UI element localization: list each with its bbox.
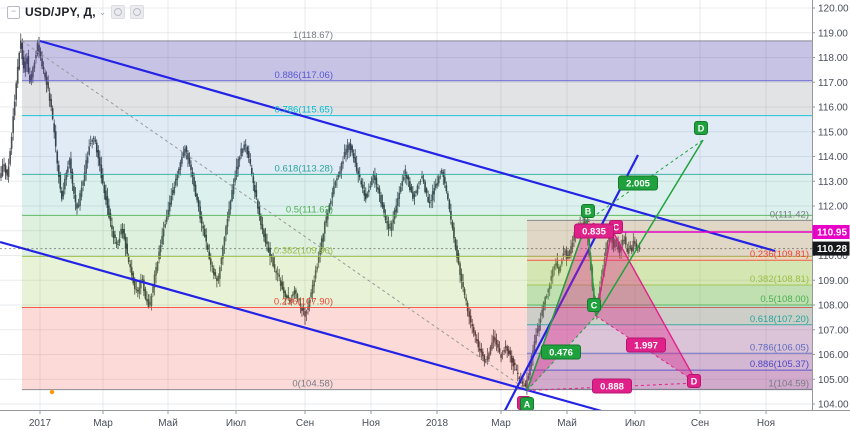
label: 0.886(117.06) bbox=[275, 70, 333, 81]
fib-level-lines-1[interactable] bbox=[22, 40, 812, 391]
pattern-label-box[interactable] bbox=[574, 223, 614, 239]
candlestick-series bbox=[0, 33, 641, 395]
label: 0.236(107.90) bbox=[274, 296, 333, 307]
label: Июл bbox=[625, 418, 645, 429]
trend-lines[interactable] bbox=[0, 39, 776, 421]
label: C bbox=[591, 300, 598, 310]
label: 109.00 bbox=[818, 276, 849, 287]
fib-zones-1[interactable] bbox=[22, 40, 812, 390]
label: 104.00 bbox=[818, 400, 849, 411]
last-price-tag[interactable]: 110.28 bbox=[812, 241, 850, 256]
label: A bbox=[524, 399, 531, 409]
pattern-label-box[interactable] bbox=[626, 337, 666, 353]
pattern-label-box[interactable] bbox=[694, 121, 708, 135]
label: 0.786(115.65) bbox=[275, 105, 333, 116]
drawing-anchor-dot[interactable] bbox=[49, 389, 55, 395]
label: 1(104.59) bbox=[768, 378, 809, 389]
label: 0.382(109.96) bbox=[274, 245, 333, 256]
label: 106.00 bbox=[818, 350, 849, 361]
price-axis[interactable]: 120.00 119.00 118.00 117.00 116.00 115.00 114.… bbox=[812, 4, 849, 411]
label: 0.618(113.28) bbox=[275, 163, 333, 174]
label: D bbox=[691, 376, 698, 386]
symbol-legend[interactable]: − USD/JPY, Д, ⌄ bbox=[7, 5, 145, 19]
label: 0.476 bbox=[549, 347, 573, 358]
pattern-label-box[interactable] bbox=[618, 175, 658, 191]
label: 117.00 bbox=[818, 78, 848, 89]
label: Мар bbox=[491, 418, 511, 429]
lower-channel-line[interactable] bbox=[0, 240, 631, 421]
chevron-down-icon[interactable]: ⌄ bbox=[98, 6, 107, 17]
label: 0.5(108.00) bbox=[760, 294, 809, 305]
label: 0.888 bbox=[600, 381, 624, 392]
pattern-label-box[interactable] bbox=[581, 204, 595, 218]
label: Ноя bbox=[362, 418, 380, 429]
grid-lines bbox=[0, 0, 812, 410]
label: 2.005 bbox=[626, 178, 650, 189]
marked-price-tag[interactable]: 110.95 bbox=[812, 224, 850, 239]
pattern-label-box[interactable] bbox=[587, 298, 601, 312]
label: 0.5(111.62) bbox=[286, 204, 333, 215]
eye-icon[interactable] bbox=[111, 5, 126, 19]
label: 0(104.58) bbox=[292, 379, 333, 390]
symbol-title[interactable]: USD/JPY, Д, bbox=[25, 5, 96, 19]
label: 0.886(105.37) bbox=[750, 359, 809, 370]
label: 0.786(106.05) bbox=[750, 342, 809, 353]
label: B bbox=[585, 206, 592, 216]
fib-level-lines-2[interactable] bbox=[527, 219, 812, 390]
label: Ноя bbox=[757, 418, 775, 429]
pattern-label-box[interactable] bbox=[541, 344, 581, 360]
steep-ascending-line[interactable] bbox=[499, 154, 639, 421]
label: 110.00 bbox=[818, 251, 848, 262]
label: 110.95 bbox=[817, 227, 847, 238]
label: 0.236(109.81) bbox=[750, 249, 809, 260]
label: 116.00 bbox=[818, 103, 848, 114]
target-icon[interactable] bbox=[130, 5, 145, 19]
pattern-label-box[interactable] bbox=[687, 374, 701, 388]
label: 112.00 bbox=[818, 202, 848, 213]
label: 105.00 bbox=[818, 375, 849, 386]
label: 119.00 bbox=[818, 28, 848, 39]
time-axis[interactable]: 2017 Мар Май Июл Сен Ноя 2018 Мар Май Июл Сен Ноя bbox=[29, 410, 775, 429]
label: D bbox=[698, 123, 705, 133]
label: 113.00 bbox=[818, 177, 848, 188]
fib-level-labels-1: 1(118.67) 0.886(117.06) 0.786(115.65) 0.618… bbox=[274, 30, 333, 390]
label: 1(118.67) bbox=[293, 30, 333, 41]
collapse-pane-icon[interactable]: − bbox=[7, 5, 20, 19]
label: Июл bbox=[226, 418, 246, 429]
label: 2018 bbox=[426, 418, 449, 429]
label: 1.997 bbox=[634, 340, 658, 351]
label: 118.00 bbox=[818, 53, 848, 64]
label: 120.00 bbox=[818, 4, 849, 15]
label: 0(111.42) bbox=[770, 209, 809, 220]
label: Мар bbox=[93, 418, 113, 429]
label: Сен bbox=[691, 418, 709, 429]
label: 107.00 bbox=[818, 325, 849, 336]
label: 115.00 bbox=[818, 127, 848, 138]
label: 114.00 bbox=[818, 152, 848, 163]
fib-baseline-dotted[interactable] bbox=[21, 40, 528, 391]
label: Сен bbox=[296, 418, 314, 429]
label: Май bbox=[557, 418, 577, 429]
label: C bbox=[613, 222, 620, 232]
label: 0.835 bbox=[582, 226, 606, 237]
label: 0.382(108.81) bbox=[750, 274, 809, 285]
pattern-label-box[interactable] bbox=[592, 378, 632, 394]
label: 2017 bbox=[29, 418, 52, 429]
label: Май bbox=[158, 418, 178, 429]
fib-level-labels-2: 0(111.42) 0.236(109.81) 0.382(108.81) 0.5(1… bbox=[750, 209, 809, 389]
label: 108.00 bbox=[818, 301, 849, 312]
label: 0.618(107.20) bbox=[750, 314, 809, 325]
upper-channel-line[interactable] bbox=[39, 39, 776, 253]
label: 110.28 bbox=[817, 244, 847, 255]
